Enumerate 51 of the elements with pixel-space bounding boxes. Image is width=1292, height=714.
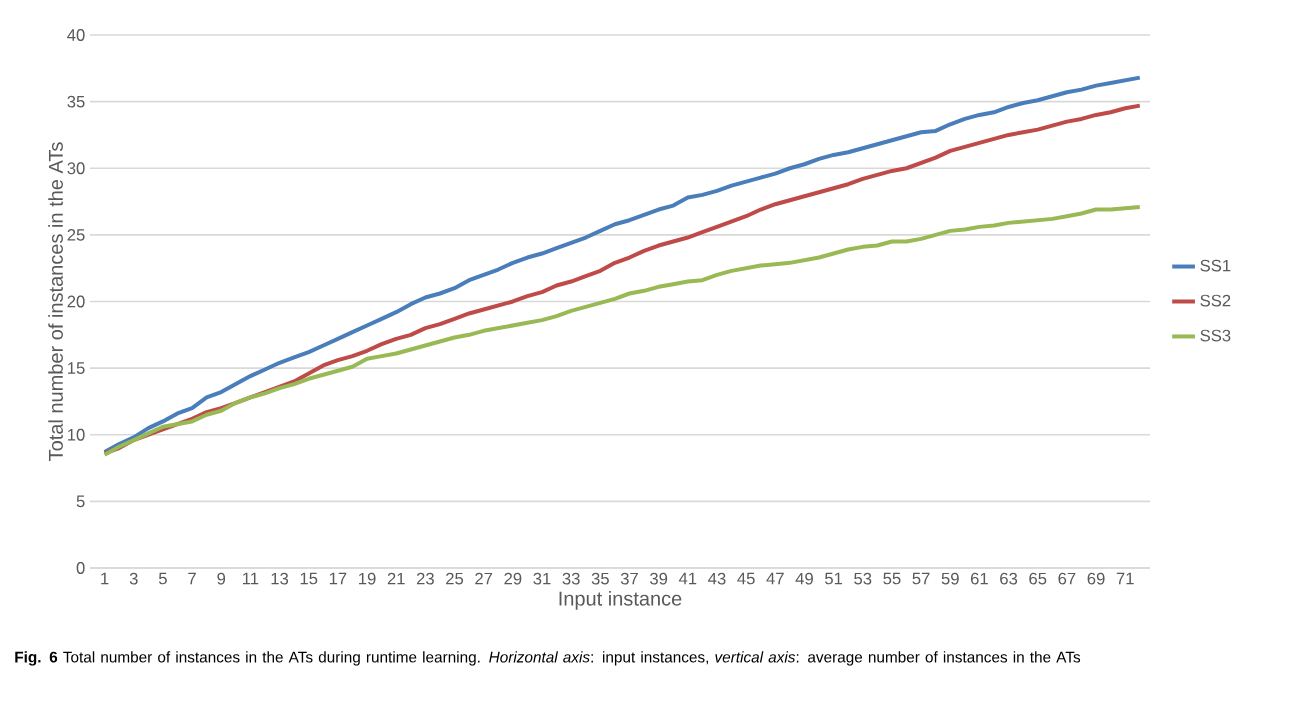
- x-tick-label: 5: [158, 572, 167, 585]
- x-tick-label: 7: [188, 572, 196, 585]
- x-tick-label: 3: [129, 572, 138, 585]
- x-tick-label: 11: [243, 572, 259, 585]
- y-tick-label: 25: [67, 228, 85, 241]
- x-tick-label: 29: [504, 572, 522, 585]
- x-tick-label: 49: [795, 572, 813, 585]
- x-tick-label: 31: [533, 572, 551, 585]
- x-tick-label: 59: [941, 572, 959, 585]
- x-tick-label: 19: [359, 572, 376, 585]
- x-tick-label: 65: [1029, 572, 1047, 585]
- x-tick-label: 17: [329, 572, 347, 585]
- x-tick-label: 27: [475, 572, 493, 585]
- x-tick-label: 15: [300, 572, 318, 585]
- y-tick-label: 15: [68, 362, 85, 374]
- x-tick-label: 1: [101, 572, 109, 585]
- text: Fig. 6 Total number of instances in the ATs during runtime learning. Horizontal axis: input instances, vertical axis: average number of instances in the ATs: [15, 651, 1081, 666]
- y-tick-label: 35: [67, 95, 85, 108]
- x-tick-label: 13: [271, 572, 289, 585]
- y-tick-label: 5: [76, 495, 85, 508]
- y-tick-label: 10: [68, 428, 85, 441]
- x-tick-label: 37: [620, 572, 638, 585]
- x-tick-label: 43: [708, 572, 726, 585]
- x-tick-label: 33: [562, 572, 580, 585]
- x-tick-label: 69: [1087, 572, 1105, 585]
- x-tick-label: 39: [650, 572, 668, 585]
- legend-label: SS1: [1200, 259, 1231, 272]
- x-tick-label: 45: [737, 572, 755, 585]
- legend-label: SS2: [1200, 294, 1231, 307]
- x-tick-label: 55: [883, 572, 901, 585]
- x-tick-label: 25: [446, 572, 464, 585]
- x-tick-label: 61: [970, 572, 988, 585]
- x-tick-label: 41: [678, 572, 697, 585]
- y-axis-title: Total number of instances in the ATs: [48, 142, 63, 461]
- legend-label: SS3: [1200, 329, 1231, 342]
- x-tick-label: 51: [825, 572, 843, 585]
- x-tick-label: 21: [387, 572, 405, 585]
- y-tick-label: 20: [67, 295, 85, 308]
- x-tick-label: 67: [1058, 572, 1076, 585]
- x-tick-label: 23: [416, 572, 434, 585]
- x-axis-title: Input instance: [559, 591, 682, 610]
- x-tick-label: 9: [217, 572, 226, 585]
- x-tick-label: 47: [766, 572, 784, 585]
- x-tick-label: 57: [912, 572, 930, 585]
- x-tick-label: 53: [854, 572, 872, 585]
- x-tick-label: 71: [1116, 572, 1134, 585]
- y-tick-label: 40: [67, 29, 85, 41]
- x-tick-label: 35: [591, 572, 609, 585]
- x-tick-label: 63: [1000, 572, 1018, 585]
- y-tick-label: 0: [76, 562, 85, 574]
- y-tick-label: 30: [67, 162, 85, 175]
